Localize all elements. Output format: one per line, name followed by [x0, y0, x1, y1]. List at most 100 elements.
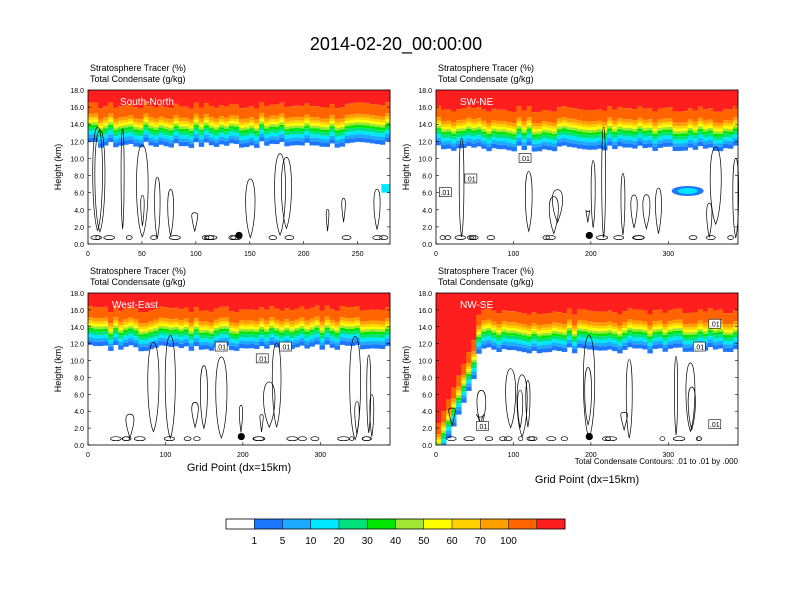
- tracer-cell: [551, 339, 558, 343]
- tracer-cell: [289, 134, 295, 138]
- tracer-cell: [667, 329, 673, 332]
- tracer-cell: [516, 343, 522, 347]
- tracer-cell: [642, 140, 648, 144]
- tracer-cell: [587, 135, 593, 139]
- tracer-cell: [556, 121, 563, 125]
- tracer-cell: [566, 122, 573, 125]
- tracer-cell: [697, 309, 704, 321]
- tracer-cell: [143, 116, 149, 120]
- tracer-cell: [133, 330, 139, 333]
- tracer-cell: [198, 327, 205, 331]
- tracer-cell: [521, 132, 527, 136]
- tracer-cell: [667, 326, 673, 330]
- tracer-cell: [364, 293, 371, 310]
- tracer-cell: [254, 327, 260, 330]
- tracer-cell: [249, 123, 255, 126]
- tracer-cell: [556, 334, 563, 337]
- tracer-cell: [354, 124, 361, 128]
- tracer-cell: [732, 332, 739, 335]
- tracer-cell: [647, 345, 653, 350]
- tracer-cell: [309, 332, 315, 336]
- tracer-cell: [491, 108, 497, 120]
- condensate-contour: [325, 208, 330, 232]
- tracer-cell: [496, 332, 502, 336]
- tracer-cell: [203, 127, 210, 132]
- tracer-cell: [279, 122, 285, 125]
- y-tick-label: 12.0: [418, 342, 432, 349]
- tracer-cell: [521, 130, 527, 133]
- tracer-cell: [118, 325, 124, 328]
- tracer-cell: [143, 102, 149, 114]
- tracer-cell: [213, 132, 220, 136]
- tracer-cell: [546, 135, 553, 140]
- tracer-cell: [486, 322, 492, 326]
- tracer-cell: [193, 117, 200, 120]
- tracer-cell: [98, 293, 104, 308]
- tracer-cell: [707, 143, 714, 148]
- y-tick-label: 16.0: [70, 308, 84, 315]
- y-tick-label: 4.0: [74, 409, 84, 416]
- tracer-cell: [244, 326, 250, 330]
- tracer-cell: [259, 137, 265, 142]
- contour-label-box: [214, 341, 228, 352]
- tracer-cell: [506, 325, 512, 329]
- tracer-cell: [617, 293, 623, 315]
- tracer-cell: [93, 326, 99, 330]
- tracer-cell: [571, 325, 578, 329]
- tracer-cell: [213, 308, 220, 320]
- tracer-cell: [587, 127, 593, 131]
- tracer-cell: [138, 326, 144, 330]
- tracer-cell: [289, 310, 295, 322]
- tracer-cell: [531, 346, 538, 351]
- tracer-cell: [526, 125, 533, 129]
- tracer-cell: [662, 122, 668, 125]
- tracer-cell: [702, 333, 709, 337]
- tracer-cell: [682, 329, 689, 333]
- tracer-cell: [384, 102, 391, 114]
- tracer-cell: [712, 330, 719, 333]
- tracer-cell: [218, 334, 225, 339]
- tracer-cell: [546, 293, 553, 314]
- contour-label-text: .01: [710, 322, 720, 329]
- tracer-cell: [284, 319, 290, 323]
- panel-subtitle-tracer: Stratosphere Tracer (%): [438, 266, 534, 276]
- tracer-cell: [128, 104, 134, 116]
- tracer-cell: [304, 337, 310, 341]
- tracer-cell: [349, 114, 356, 118]
- tracer-cell: [294, 90, 300, 106]
- tracer-cell: [324, 327, 330, 331]
- tracer-cell: [496, 341, 502, 345]
- tracer-cell: [309, 307, 315, 319]
- condensate-contour: [183, 436, 192, 442]
- colorbar-label: 50: [418, 536, 430, 547]
- tracer-cell: [436, 423, 442, 435]
- tracer-cell: [541, 335, 548, 339]
- tracer-cell: [667, 121, 673, 125]
- tracer-cell: [732, 128, 739, 132]
- tracer-cell: [451, 90, 457, 112]
- tracer-cell: [118, 134, 124, 138]
- tracer-cell: [218, 129, 225, 134]
- condensate-contour: [95, 235, 101, 240]
- panel-subtitle-condensate: Total Condensate (g/kg): [90, 277, 186, 287]
- tracer-cell: [632, 137, 638, 141]
- tracer-cell: [108, 137, 114, 142]
- tracer-cell: [108, 293, 114, 313]
- tracer-cell: [103, 90, 109, 107]
- tracer-cell: [722, 293, 729, 314]
- tracer-cell: [587, 310, 593, 322]
- tracer-cell: [707, 339, 714, 343]
- tracer-cell: [349, 293, 356, 308]
- tracer-cell: [279, 117, 285, 120]
- condensate-contour: [191, 212, 199, 232]
- tracer-cell: [193, 113, 200, 118]
- tracer-cell: [476, 142, 482, 147]
- tracer-cell: [334, 139, 341, 144]
- contour-label: .01: [464, 173, 478, 183]
- tracer-cell: [329, 328, 336, 331]
- tracer-cell: [108, 326, 114, 329]
- tracer-cell: [113, 124, 119, 128]
- tracer-cell: [93, 102, 99, 114]
- tracer-cell: [103, 306, 109, 318]
- tracer-cell: [702, 137, 709, 141]
